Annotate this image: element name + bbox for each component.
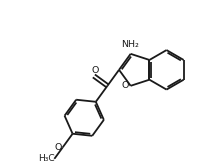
Text: H₃C: H₃C [38,154,55,163]
Text: NH₂: NH₂ [121,41,139,50]
Text: O: O [55,143,62,152]
Text: O: O [121,81,129,90]
Text: O: O [91,65,99,74]
